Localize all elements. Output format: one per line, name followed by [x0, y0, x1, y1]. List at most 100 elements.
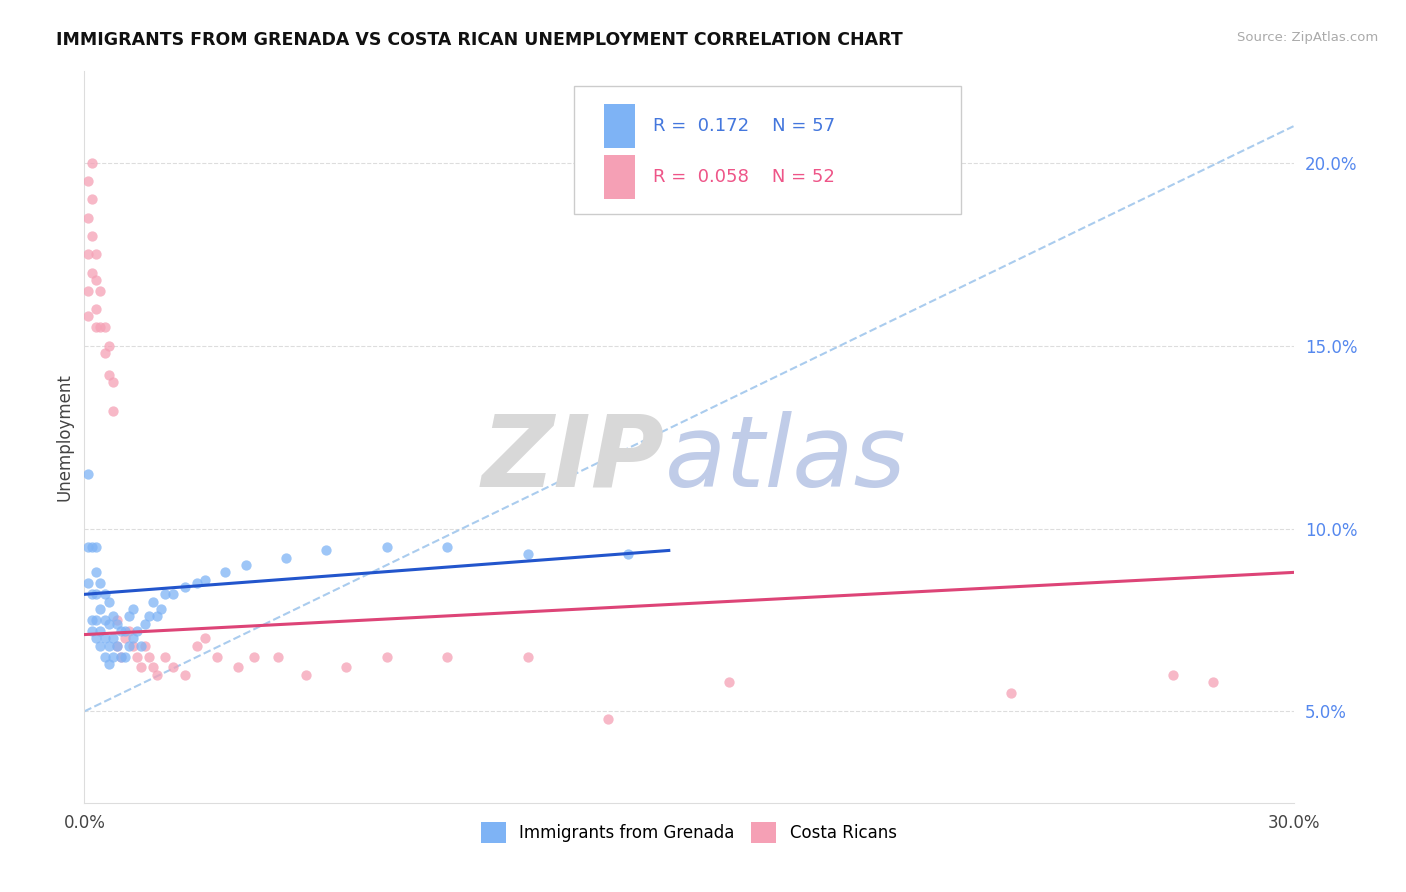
Point: [194, 632, 217, 646]
Point: [86, 247, 108, 261]
Point: [93, 346, 115, 360]
Point: [89, 576, 111, 591]
Point: [82, 540, 104, 554]
Point: [97, 616, 120, 631]
Point: [207, 649, 229, 664]
Point: [97, 368, 120, 382]
Point: [114, 632, 136, 646]
Point: [97, 639, 120, 653]
Point: [174, 580, 197, 594]
Point: [153, 587, 176, 601]
Point: [186, 576, 208, 591]
Point: [77, 467, 100, 481]
Point: [138, 649, 160, 664]
Point: [142, 594, 165, 608]
Point: [186, 639, 208, 653]
Point: [114, 649, 136, 664]
Point: [86, 320, 108, 334]
Point: [82, 613, 104, 627]
Text: R =  0.172    N = 57: R = 0.172 N = 57: [652, 117, 835, 136]
Point: [82, 587, 104, 601]
Point: [105, 639, 128, 653]
Point: [89, 284, 111, 298]
Text: IMMIGRANTS FROM GRENADA VS COSTA RICAN UNEMPLOYMENT CORRELATION CHART: IMMIGRANTS FROM GRENADA VS COSTA RICAN U…: [56, 31, 903, 49]
Point: [114, 624, 136, 638]
Point: [162, 587, 184, 601]
Point: [436, 649, 458, 664]
Point: [97, 594, 120, 608]
Point: [110, 624, 132, 638]
Point: [101, 375, 124, 389]
Point: [82, 624, 104, 638]
Point: [125, 624, 148, 638]
Point: [142, 660, 165, 674]
Point: [77, 310, 100, 324]
Point: [86, 613, 108, 627]
Point: [101, 609, 124, 624]
Point: [97, 657, 120, 671]
Point: [110, 649, 132, 664]
Point: [315, 543, 337, 558]
Point: [1202, 675, 1225, 690]
Point: [516, 547, 538, 561]
Point: [86, 632, 108, 646]
Point: [138, 609, 160, 624]
Point: [77, 211, 100, 225]
Point: [1000, 686, 1022, 700]
Point: [86, 273, 108, 287]
Point: [295, 667, 318, 681]
Point: [86, 540, 108, 554]
Point: [129, 639, 152, 653]
Point: [110, 649, 132, 664]
Point: [516, 649, 538, 664]
Point: [118, 624, 141, 638]
Text: Source: ZipAtlas.com: Source: ZipAtlas.com: [1237, 31, 1378, 45]
Point: [149, 602, 172, 616]
Point: [121, 602, 143, 616]
Point: [101, 404, 124, 418]
Point: [162, 660, 184, 674]
Point: [718, 675, 741, 690]
Point: [89, 624, 111, 638]
Bar: [605, 104, 634, 148]
Point: [82, 228, 104, 243]
Point: [335, 660, 357, 674]
Point: [1161, 667, 1184, 681]
Point: [267, 649, 290, 664]
Point: [105, 639, 128, 653]
Point: [77, 247, 100, 261]
Y-axis label: Unemployment: Unemployment: [55, 373, 73, 501]
Point: [89, 639, 111, 653]
Point: [129, 660, 152, 674]
Point: [375, 649, 398, 664]
Point: [121, 632, 143, 646]
Point: [93, 649, 115, 664]
Point: [93, 632, 115, 646]
Point: [242, 649, 264, 664]
Point: [77, 284, 100, 298]
Point: [93, 613, 115, 627]
Point: [77, 576, 100, 591]
Text: R =  0.058    N = 52: R = 0.058 N = 52: [652, 169, 835, 186]
Point: [274, 550, 297, 565]
Point: [82, 155, 104, 169]
Point: [118, 609, 141, 624]
Point: [101, 632, 124, 646]
Point: [93, 320, 115, 334]
Point: [125, 649, 148, 664]
Bar: [605, 155, 634, 200]
Point: [194, 573, 217, 587]
Point: [101, 649, 124, 664]
Text: ZIP: ZIP: [482, 410, 665, 508]
Point: [97, 338, 120, 352]
Point: [121, 639, 143, 653]
Point: [89, 602, 111, 616]
Legend: Immigrants from Grenada, Costa Ricans: Immigrants from Grenada, Costa Ricans: [474, 815, 904, 849]
Point: [134, 639, 156, 653]
Point: [174, 667, 197, 681]
Point: [235, 558, 257, 573]
FancyBboxPatch shape: [574, 86, 962, 214]
Point: [82, 266, 104, 280]
Point: [105, 613, 128, 627]
Point: [375, 540, 398, 554]
